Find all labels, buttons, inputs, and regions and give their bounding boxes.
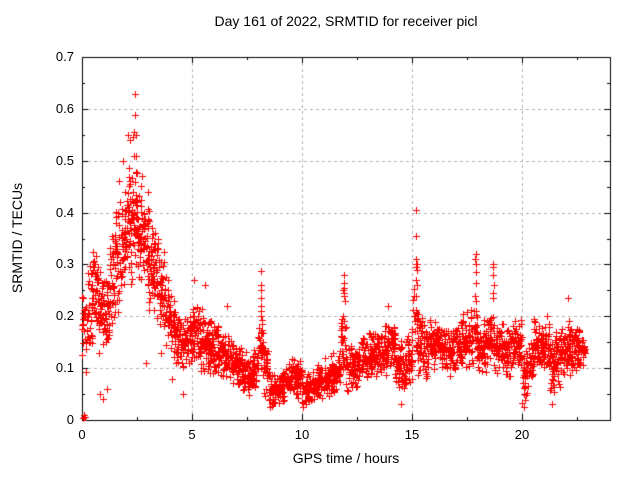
y-tick-label: 0 — [66, 412, 74, 427]
x-tick-label: 0 — [78, 427, 86, 442]
x-axis-label: GPS time / hours — [292, 450, 400, 466]
x-tick-label: 20 — [514, 427, 530, 442]
y-tick-label: 0.5 — [55, 153, 74, 168]
y-tick-label: 0.3 — [55, 256, 74, 271]
y-tick-label: 0.4 — [55, 205, 74, 220]
y-axis-label: SRMTID / TECUs — [9, 182, 25, 294]
y-tick-label: 0.1 — [55, 360, 74, 375]
chart-title: Day 161 of 2022, SRMTID for receiver pic… — [214, 13, 478, 29]
y-tick-label: 0.7 — [55, 49, 74, 64]
x-tick-label: 15 — [404, 427, 420, 442]
x-tick-label: 5 — [188, 427, 196, 442]
x-tick-label: 10 — [294, 427, 310, 442]
y-tick-label: 0.6 — [55, 101, 74, 116]
y-tick-label: 0.2 — [55, 308, 74, 323]
